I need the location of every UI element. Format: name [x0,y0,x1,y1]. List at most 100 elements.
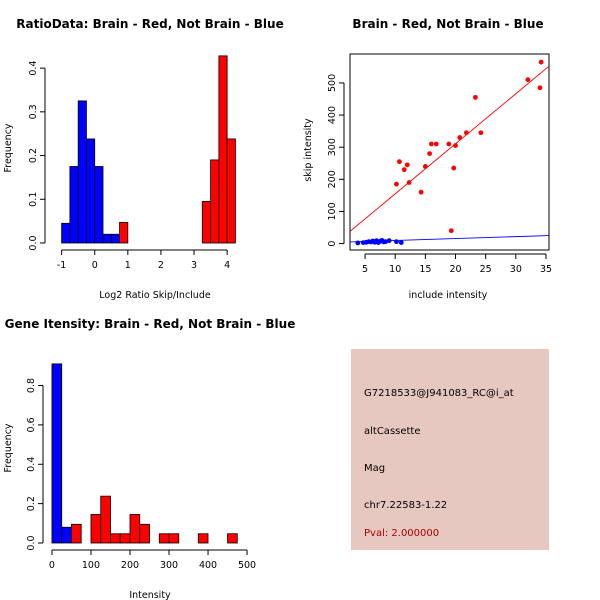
scatter-point-brain [418,189,424,195]
scatter-point-brain [427,151,432,157]
scatter-point-brain [451,165,457,171]
scatter-point-not-brain [386,238,392,244]
scatter-point-brain [446,141,452,147]
intensity-histogram-bar [168,533,180,544]
event-type: altCassette [364,426,421,437]
ratio-histogram-panel: RatioData: Brain - Red, Not Brain - Blue… [3,17,284,301]
intensity-histogram-x-tick-label: 500 [238,560,256,571]
scatter-plot-frame [349,53,550,251]
scatter-point-brain [463,130,469,136]
scatter-point-brain [448,228,454,234]
scatter-point-brain [404,162,410,168]
ratio-histogram-axes: -1 0 1 2 3 4 0.0 0.1 0.2 0.3 0.4 [28,61,230,271]
ratio-histogram-y-tick-label: 0.2 [28,148,39,163]
scatter-y-tick-label: 0 [327,241,338,247]
ratio-histogram-bar [61,222,71,244]
intensity-histogram-xlabel: Intensity [129,590,171,600]
intensity-histogram-y-tick-label: 0.8 [26,378,37,393]
info-panel-background [351,349,549,550]
ratio-histogram-x-tick-label: 4 [224,260,230,271]
scatter-point-brain [478,130,484,136]
scatter-point-brain [422,164,428,169]
probe-id: G7218533@J941083_RC@i_at [364,388,514,399]
ratio-histogram-bar [102,233,112,244]
scatter-y-tick-label: 400 [327,106,338,124]
ratio-histogram-bar [210,159,220,244]
scatter-x-tick-label: 5 [362,264,368,275]
scatter-y-tick-label: 200 [327,170,338,188]
scatter-xlabel: include intensity [409,290,488,301]
intensity-histogram-axes: 0 100 200 300 400 500 0.0 0.2 0.4 0.6 0.8 [26,378,256,571]
ratio-histogram-x-tick-label: 2 [158,260,164,271]
ratio-histogram-bars [61,55,236,244]
scatter-point-brain [401,167,407,173]
intensity-histogram-y-tick-label: 0.0 [26,535,37,550]
intensity-histogram-bar [139,523,150,544]
scatter-x-tick-label: 20 [449,264,461,275]
scatter-point-brain [473,94,478,100]
intensity-histogram-bar [90,514,102,544]
ratio-histogram-ylabel: Frequency [3,123,14,172]
scatter-point-brain [429,141,434,147]
intensity-histogram-y-tick-label: 0.2 [26,496,37,511]
ratio-histogram-y-tick-label: 0.3 [28,104,39,119]
intensity-histogram-x-tick-label: 100 [82,560,100,571]
intensity-histogram-panel: Gene Itensity: Brain - Red, Not Brain - … [3,317,295,600]
scatter-ylabel: skip intensity [303,118,314,182]
intensity-histogram-title: Gene Itensity: Brain - Red, Not Brain - … [5,317,296,331]
scatter-point-brain [394,181,399,187]
ratio-histogram-bar [110,233,120,244]
scatter-panel: Brain - Red, Not Brain - Blue include in… [303,17,552,301]
intensity-histogram-y-tick-label: 0.6 [26,417,37,432]
scatter-point-brain [538,59,544,65]
scatter-axes: 5 10 15 20 25 30 35 0 100 200 300 400 500 [327,74,552,275]
scatter-point-brain [537,85,543,91]
scatter-y-tick-label: 300 [327,138,338,156]
magnitude-label: Mag [364,463,385,474]
intensity-histogram-bar [129,514,141,544]
scatter-point-not-brain [355,240,361,246]
scatter-x-tick-label: 10 [389,264,401,275]
intensity-histogram-y-tick-label: 0.4 [26,457,37,472]
ratio-histogram-bar [119,222,129,244]
scatter-title: Brain - Red, Not Brain - Blue [352,17,543,31]
scatter-point-not-brain [383,239,388,245]
ratio-histogram-x-tick-label: 0 [92,260,98,271]
scatter-point-not-brain [394,239,399,245]
scatter-point-brain [397,159,402,165]
ratio-histogram-bar [86,138,96,244]
genomic-location: chr7.22583-1.22 [364,500,447,511]
ratio-histogram-x-tick-label: -1 [57,260,66,271]
intensity-histogram-bar [71,523,82,544]
ratio-histogram-bar [69,166,79,244]
intensity-histogram-bar [158,533,170,544]
ratio-histogram-xlabel: Log2 Ratio Skip/Include [99,290,211,301]
intensity-histogram-bar [227,533,238,544]
ratio-histogram-y-tick-label: 0.0 [28,235,39,250]
intensity-histogram-bar [119,533,131,544]
intensity-histogram-bars [51,363,238,544]
ratio-histogram-bar [218,55,228,244]
scatter-fit-line-brain [349,65,550,232]
ratio-histogram-x-tick-label: 1 [125,260,131,271]
scatter-y-tick-label: 500 [327,74,338,92]
info-panel: G7218533@J941083_RC@i_at altCassette Mag… [351,349,549,550]
scatter-x-tick-label: 25 [480,264,492,275]
scatter-y-tick-label: 100 [327,202,338,220]
ratio-histogram-bar [201,201,211,244]
scatter-point-brain [457,135,463,140]
scatter-x-tick-label: 15 [419,264,431,275]
scatter-point-brain [453,143,458,148]
scatter-point-brain [433,141,439,147]
p-value: Pval: 2.000000 [364,528,439,539]
intensity-histogram-x-tick-label: 200 [121,560,139,571]
intensity-histogram-bar [197,533,209,544]
intensity-histogram-bar [110,533,121,544]
intensity-histogram-x-tick-label: 400 [199,560,217,571]
ratio-histogram-bar [77,100,87,244]
intensity-histogram-bar [100,495,111,544]
ratio-histogram-y-tick-label: 0.4 [28,61,39,76]
intensity-histogram-x-tick-label: 300 [160,560,178,571]
intensity-histogram-bar [51,363,63,544]
